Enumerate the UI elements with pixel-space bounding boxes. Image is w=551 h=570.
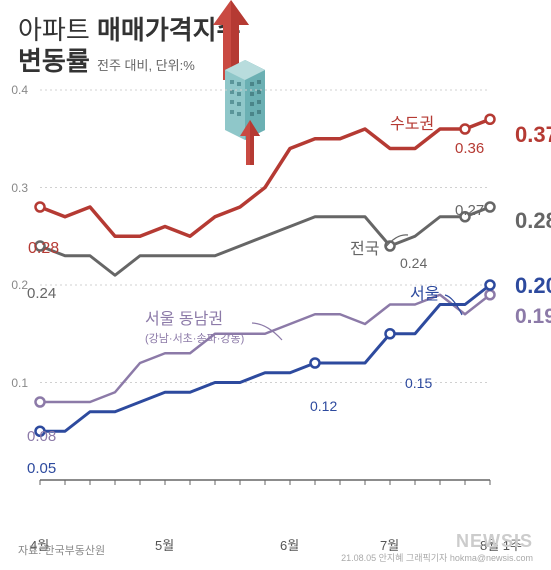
brand-watermark: NEWSIS: [456, 531, 533, 552]
value-label: 0.19: [515, 305, 551, 329]
value-label: 0.05: [27, 460, 56, 477]
value-label: 0.20: [515, 273, 551, 299]
value-label: 0.15: [405, 375, 432, 391]
source-text: 자료: 한국부동산원: [18, 542, 105, 558]
title-normal: 아파트: [18, 15, 97, 45]
series-label-수도권: 수도권: [390, 110, 434, 134]
series-label-전국: 전국: [350, 235, 379, 259]
value-label: 0.37: [515, 122, 551, 148]
x-tick-label: 5월: [155, 535, 174, 554]
subtitle: 전주 대비, 단위:%: [97, 58, 195, 73]
y-axis: 0.1 0.2 0.3 0.4: [4, 80, 28, 500]
y-tick-label: 0.2: [11, 278, 28, 292]
y-tick-label: 0.3: [11, 181, 28, 195]
x-tick-label: 6월: [280, 535, 299, 554]
series-label-서울동남권: 서울 동남권(강남·서초·송파·강동): [145, 305, 244, 347]
chart-container: 아파트 매매가격지수 변동률 전주 대비, 단위:%: [0, 0, 551, 570]
value-label: 0.28: [28, 240, 59, 258]
value-label: 0.28: [515, 208, 551, 234]
value-label: 0.36: [455, 140, 484, 157]
y-tick-label: 0.1: [11, 376, 28, 390]
credit-text: 21.08.05 안지혜 그래픽기자 hokma@newsis.com: [341, 551, 533, 564]
value-label: 0.24: [400, 255, 427, 271]
value-label: 0.27: [455, 202, 484, 219]
value-label: 0.12: [310, 398, 337, 414]
series-label-서울: 서울: [410, 280, 439, 304]
value-label: 0.08: [27, 428, 56, 445]
title-bold-2: 변동률: [18, 46, 90, 76]
value-label: 0.24: [27, 285, 56, 302]
y-tick-label: 0.4: [11, 83, 28, 97]
